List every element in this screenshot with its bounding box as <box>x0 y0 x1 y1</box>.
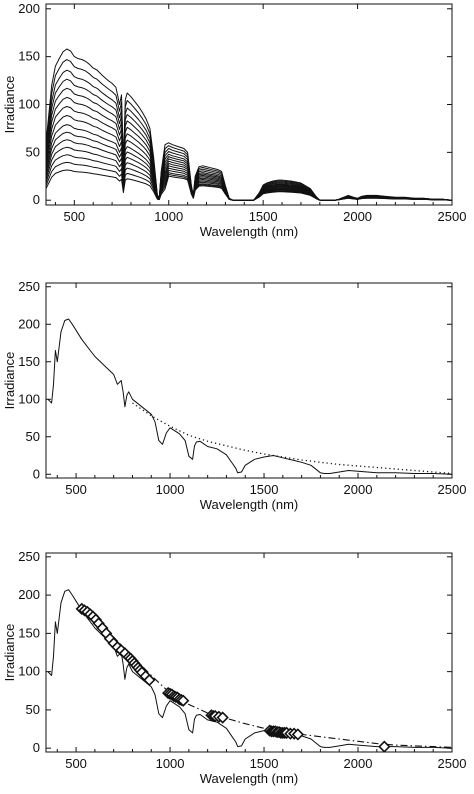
y-tick-label: 150 <box>18 625 40 640</box>
plot-frame <box>45 552 453 753</box>
spectrum-solid-line <box>47 318 452 475</box>
y-tick-label: 100 <box>18 664 40 679</box>
spectrum-line-12 <box>46 154 452 201</box>
spectrum-line-11 <box>46 146 452 201</box>
y-axis-label: Irradiance <box>2 76 17 134</box>
y-tick-label: 100 <box>18 97 40 112</box>
y-tick-label: 0 <box>33 192 40 207</box>
diamond-marker <box>177 694 190 707</box>
x-tick-label: 2500 <box>438 756 467 771</box>
spectrum-line-1 <box>46 59 452 201</box>
spectrum-line-5 <box>46 96 452 201</box>
y-tick-label: 250 <box>18 549 40 564</box>
x-tick-label: 1500 <box>250 756 279 771</box>
spectrum-line-8 <box>46 124 452 201</box>
diamond-marker <box>378 740 391 752</box>
y-tick-label: 200 <box>18 1 40 16</box>
x-tick-label: 1500 <box>249 209 278 224</box>
x-tick-label: 500 <box>65 482 87 497</box>
y-tick-label: 50 <box>26 144 40 159</box>
panel-middle: 0 50 100 150 200 250 500 1000 1500 2000 2500 Wavele… <box>2 279 466 512</box>
spectrum-line-6 <box>46 106 452 201</box>
plot-area <box>47 589 452 752</box>
x-tick-label: 2000 <box>344 756 373 771</box>
panel-top: 0 50 100 150 200 500 1000 1500 2000 2500 Wavelengt… <box>2 1 466 239</box>
x-axis-label: Wavelength (nm) <box>200 771 299 786</box>
spectrum-line-9 <box>46 131 452 201</box>
plot-area <box>47 318 452 475</box>
spectrum-line-14 <box>46 169 452 201</box>
x-tick-label: 2500 <box>438 482 467 497</box>
spectrum-line-13 <box>46 161 452 201</box>
y-tick-label: 100 <box>18 391 40 406</box>
y-tick-label: 250 <box>18 279 40 294</box>
x-tick-label: 1500 <box>250 482 279 497</box>
spectrum-dotted-line <box>132 402 452 475</box>
y-tick-label: 50 <box>26 429 40 444</box>
plot-area <box>46 48 452 201</box>
plot-frame <box>45 3 453 206</box>
y-tick-label: 0 <box>33 466 40 481</box>
y-axis-label: Irradiance <box>2 624 17 682</box>
x-tick-label: 1000 <box>156 756 185 771</box>
diamond-marker <box>291 728 305 741</box>
x-tick-label: 2000 <box>344 482 373 497</box>
y-tick-label: 0 <box>33 740 40 755</box>
spectrum-line-4 <box>46 87 452 201</box>
x-tick-label: 2500 <box>438 209 467 224</box>
x-axis-label: Wavelength (nm) <box>200 497 299 512</box>
y-tick-label: 200 <box>18 587 40 602</box>
spectrum-dashdot-line <box>79 608 452 748</box>
diamond-marker <box>143 673 156 687</box>
x-axis-label: Wavelength (nm) <box>200 224 299 239</box>
x-tick-label: 500 <box>65 756 87 771</box>
spectrum-solid-line <box>47 589 452 749</box>
x-tick-label: 1000 <box>154 209 183 224</box>
y-tick-label: 150 <box>18 49 40 64</box>
spectrum-line-0 <box>46 48 452 201</box>
diamond-marker <box>216 711 229 724</box>
x-tick-label: 1000 <box>156 482 185 497</box>
plot-frame <box>45 282 453 479</box>
x-tick-label: 2000 <box>343 209 372 224</box>
x-tick-label: 500 <box>63 209 85 224</box>
y-tick-label: 150 <box>18 354 40 369</box>
y-tick-label: 50 <box>26 702 40 717</box>
panel-bottom: 0 50 100 150 200 250 500 1000 1500 2000 2500 Wavele… <box>2 549 466 786</box>
y-tick-label: 200 <box>18 316 40 331</box>
y-axis-label: Irradiance <box>2 352 17 410</box>
spectrum-line-2 <box>46 69 452 201</box>
